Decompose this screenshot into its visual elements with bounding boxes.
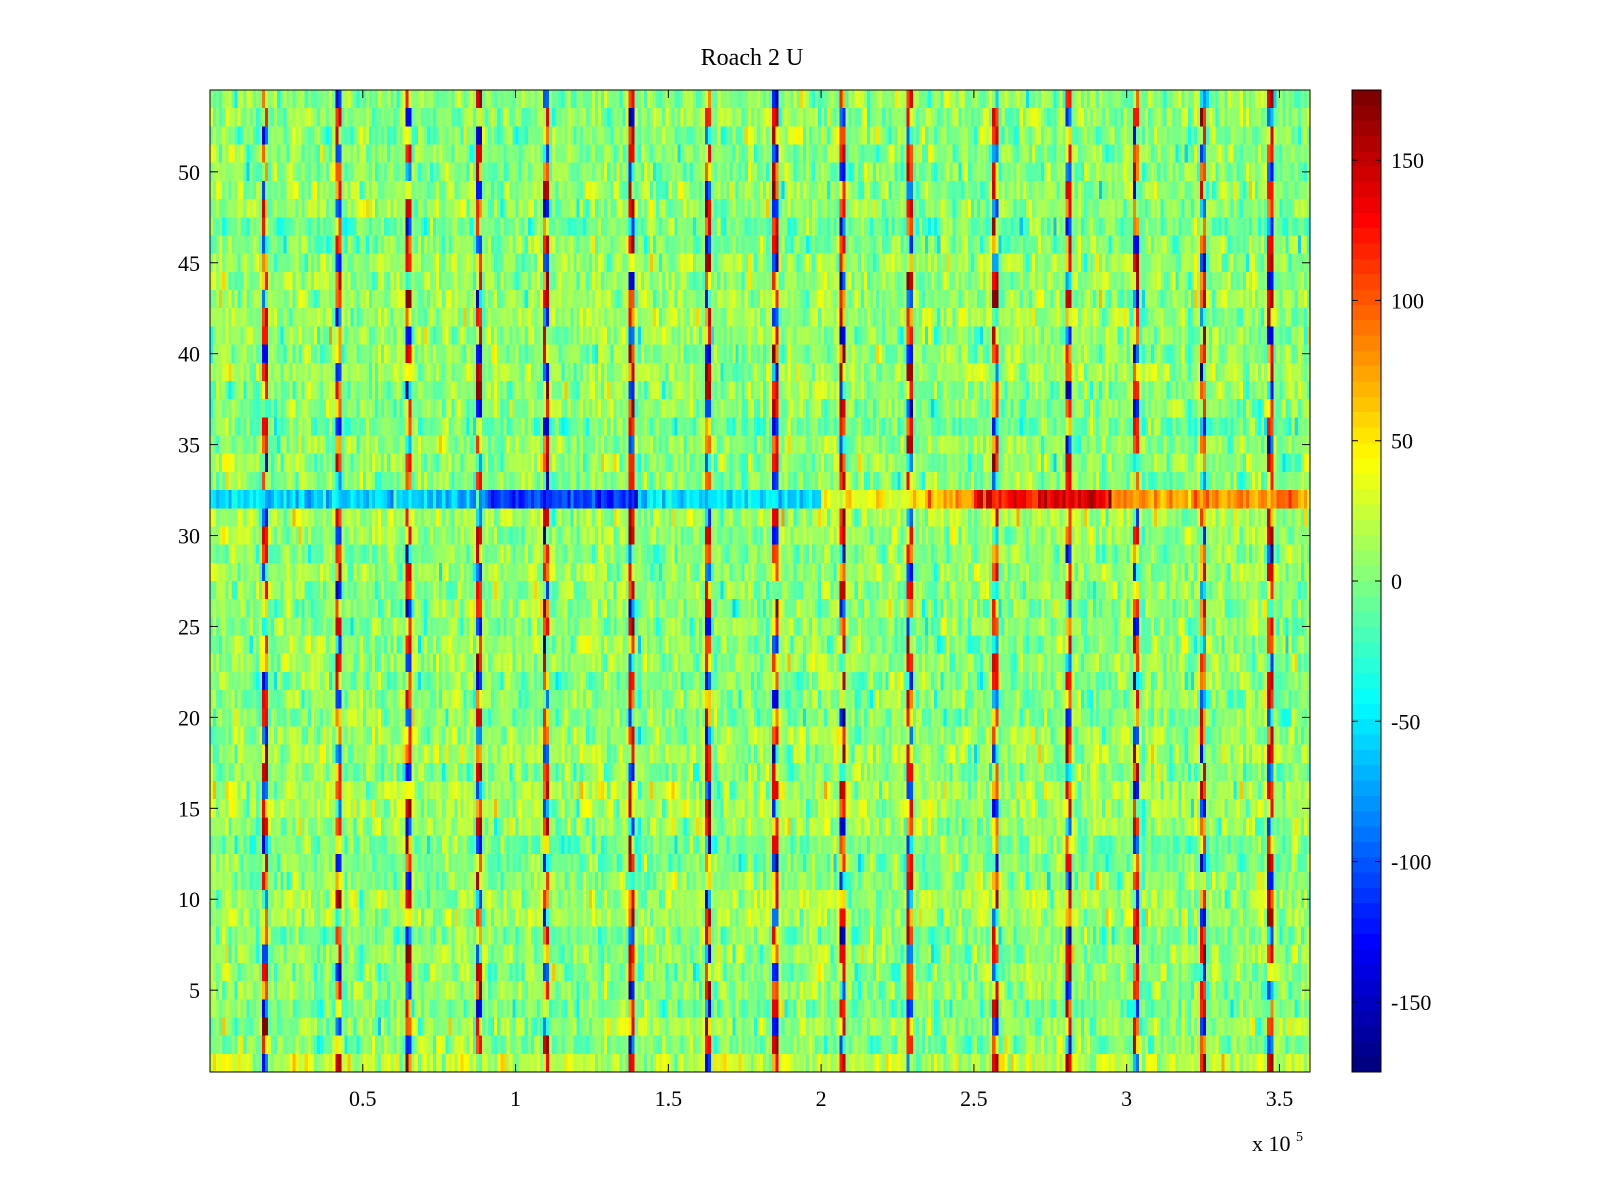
- x-axis-multiplier: x 10 5: [1252, 1130, 1303, 1156]
- x-tick-label: 1.5: [655, 1086, 683, 1111]
- x-tick-label: 2: [816, 1086, 827, 1111]
- colorbar-tick-label: -150: [1391, 990, 1431, 1015]
- x-tick-label: 2.5: [960, 1086, 988, 1111]
- x-axis: 0.5 1 1.5 2 2.5 3 3.5: [349, 90, 1293, 1111]
- colorbar-tick-label: 100: [1391, 288, 1424, 313]
- heatmap-cells: [210, 90, 1310, 1072]
- plot-frame: [209, 89, 1311, 1073]
- colorbar-tick-label: 0: [1391, 569, 1402, 594]
- colorbar-tick-label: -50: [1391, 709, 1420, 734]
- y-axis: 5 10 15 20 25 30 35 40 45 50: [178, 160, 1310, 1003]
- heatmap-plot-area: [209, 89, 1311, 1073]
- y-tick-label: 50: [178, 160, 200, 185]
- x-tick-label: 3.5: [1266, 1086, 1294, 1111]
- x-tick-label: 0.5: [349, 1086, 377, 1111]
- y-tick-label: 30: [178, 524, 200, 549]
- y-tick-label: 10: [178, 887, 200, 912]
- x-tick-label: 3: [1121, 1086, 1132, 1111]
- chart-title: Roach 2 U: [701, 45, 804, 71]
- y-tick-label: 40: [178, 342, 200, 367]
- colorbar-tick-label: -100: [1391, 850, 1431, 875]
- colorbar: 150 100 50 0 -50 -100 -150: [1351, 89, 1431, 1073]
- colorbar-axis: 150 100 50 0 -50 -100 -150: [1352, 148, 1431, 1015]
- y-tick-label: 15: [178, 796, 200, 821]
- y-tick-label: 25: [178, 614, 200, 639]
- y-tick-label: 20: [178, 705, 200, 730]
- y-tick-label: 5: [189, 978, 200, 1003]
- x-tick-label: 1: [510, 1086, 521, 1111]
- x-multiplier-exponent: 5: [1296, 1130, 1303, 1145]
- colorbar-tick-label: 150: [1391, 148, 1424, 173]
- x-multiplier-base: x 10: [1252, 1131, 1291, 1156]
- y-tick-label: 35: [178, 433, 200, 458]
- colorbar-tick-label: 50: [1391, 429, 1413, 454]
- y-tick-label: 45: [178, 251, 200, 276]
